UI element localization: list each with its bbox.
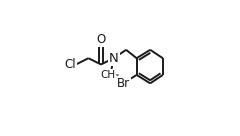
Text: CH₃: CH₃ bbox=[101, 70, 120, 80]
Text: Cl: Cl bbox=[64, 58, 76, 71]
Text: O: O bbox=[96, 33, 106, 46]
Text: Br: Br bbox=[116, 77, 130, 90]
Text: N: N bbox=[109, 52, 119, 65]
